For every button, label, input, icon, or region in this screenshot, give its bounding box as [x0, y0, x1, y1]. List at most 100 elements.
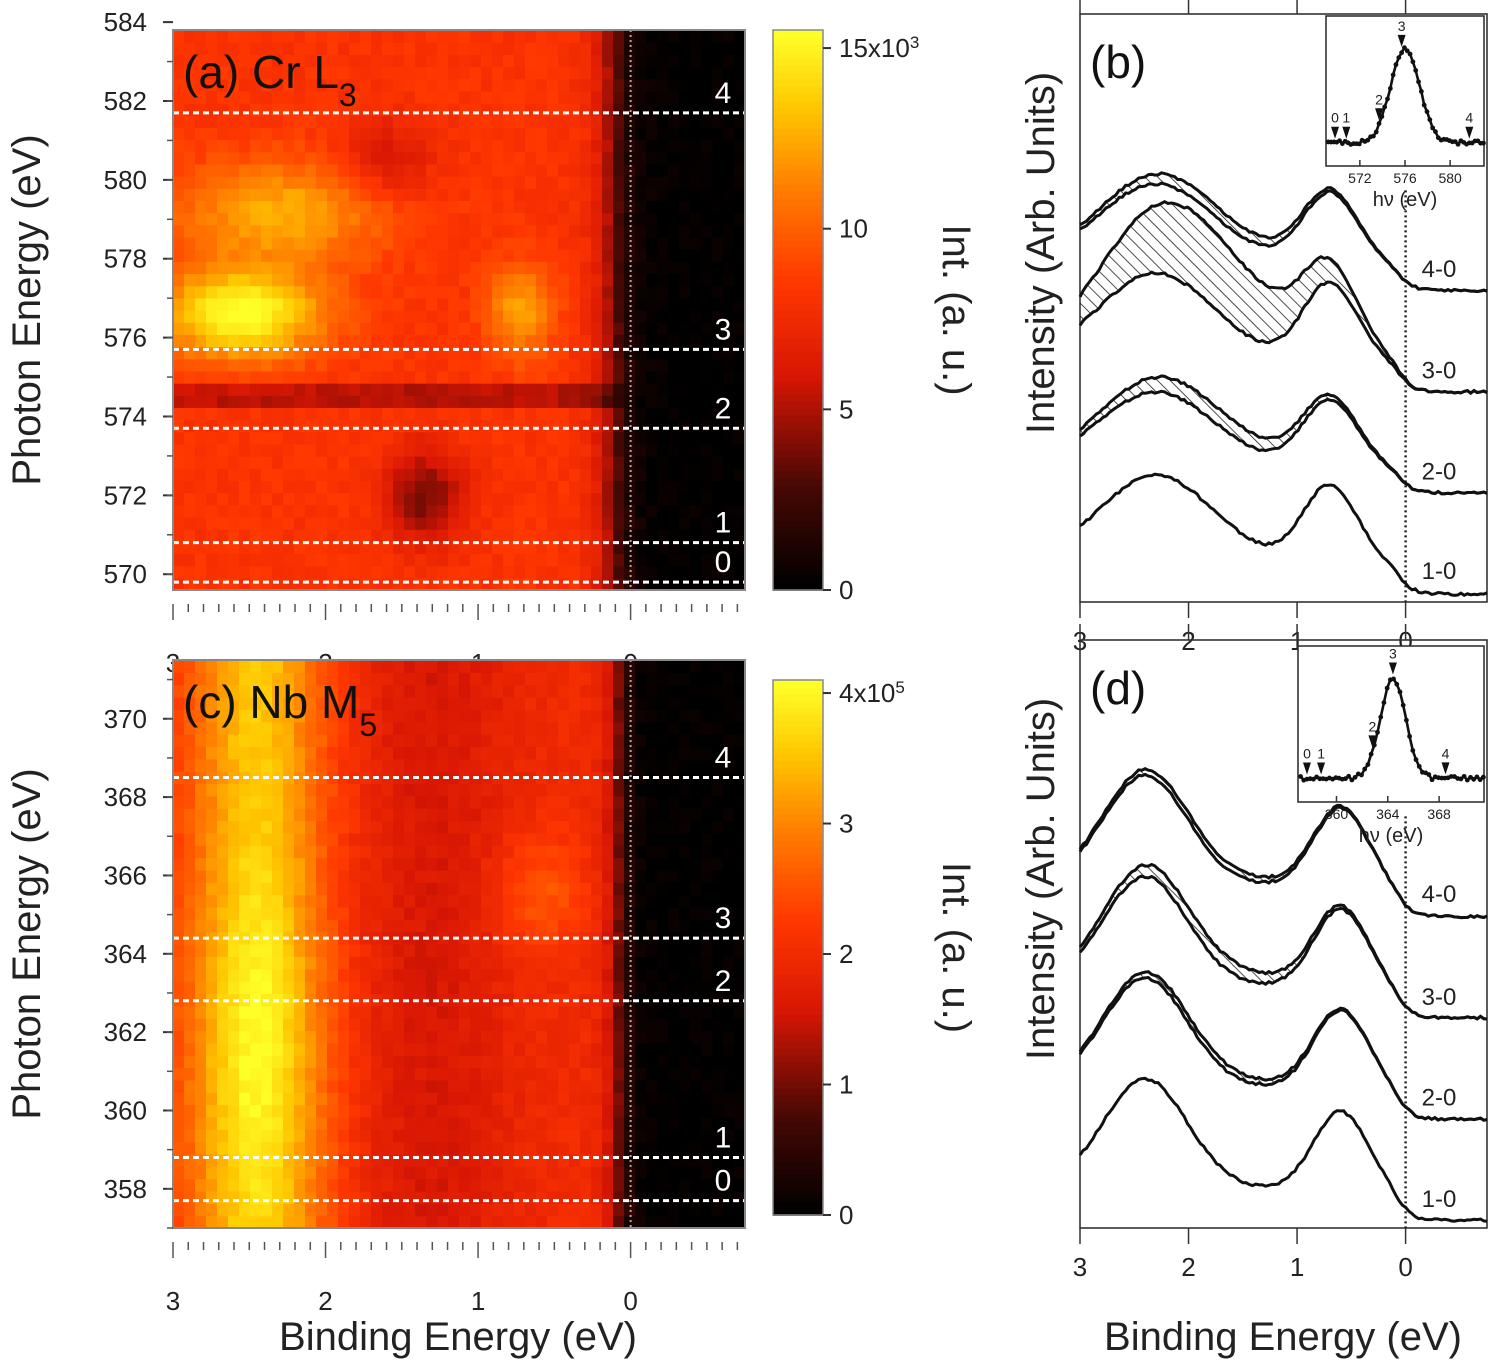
heatmap-cell — [470, 968, 482, 982]
y-tick-label: 358 — [104, 1174, 147, 1204]
heatmap-cell — [492, 334, 504, 348]
heatmap-cell — [734, 1079, 745, 1093]
cut-label-4: 4 — [715, 77, 732, 110]
heatmap-cell — [536, 734, 548, 748]
heatmap-cell — [437, 944, 449, 957]
heatmap-cell — [459, 42, 471, 55]
heatmap-cell — [272, 492, 284, 506]
heatmap-cell — [712, 516, 724, 530]
heatmap-cell — [404, 1129, 416, 1143]
heatmap-cell — [448, 968, 460, 982]
heatmap-cell — [206, 869, 218, 883]
heatmap-cell — [547, 808, 559, 822]
heatmap-cell — [690, 832, 702, 846]
heatmap-cell — [294, 944, 306, 957]
heatmap-cell — [316, 882, 328, 896]
heatmap-cell — [283, 1203, 295, 1217]
heatmap-cell — [635, 944, 647, 957]
heatmap-cell — [195, 236, 207, 250]
heatmap-cell — [228, 981, 240, 994]
heatmap-cell — [448, 845, 460, 859]
heatmap-cell — [316, 746, 328, 760]
heatmap-cell — [261, 66, 273, 80]
heatmap-cell — [558, 894, 570, 908]
heatmap-cell — [448, 1042, 460, 1056]
heatmap-cell — [338, 919, 350, 933]
heatmap-cell — [547, 783, 559, 797]
heatmap-cell — [668, 200, 680, 214]
heatmap-cell — [701, 273, 713, 287]
heatmap-cell — [657, 516, 669, 530]
heatmap-cell — [503, 90, 515, 104]
heatmap-cell — [426, 820, 438, 834]
heatmap-cell — [668, 78, 680, 92]
heatmap-cell — [371, 456, 383, 469]
heatmap-cell — [360, 78, 372, 92]
heatmap-cell — [536, 783, 548, 797]
heatmap-cell — [602, 894, 614, 908]
heatmap-cell — [371, 273, 383, 287]
heatmap-cell — [272, 383, 284, 396]
heatmap-cell — [448, 734, 460, 748]
heatmap-cell — [371, 894, 383, 908]
heatmap-cell — [701, 709, 713, 723]
heatmap-cell — [712, 1055, 724, 1069]
heatmap-cell — [349, 188, 361, 202]
heatmap-cell — [448, 30, 460, 43]
heatmap-cell — [492, 541, 504, 555]
heatmap-cell — [514, 968, 526, 982]
heatmap-cell — [635, 504, 647, 518]
heatmap-cell — [316, 212, 328, 226]
heatmap-cell — [503, 200, 515, 214]
heatmap-cell — [712, 672, 724, 686]
heatmap-cell — [690, 480, 702, 494]
heatmap-cell — [371, 1067, 383, 1081]
heatmap-cell — [393, 1092, 405, 1106]
heatmap-cell — [371, 480, 383, 494]
heatmap-cell — [283, 54, 295, 68]
heatmap-cell — [382, 103, 394, 116]
heatmap-cell — [459, 66, 471, 80]
heatmap-cell — [580, 42, 592, 55]
heatmap-cell — [536, 103, 548, 116]
heatmap-cell — [239, 709, 251, 723]
heatmap-cell — [470, 956, 482, 970]
heatmap-cell — [712, 882, 724, 896]
heatmap-cell — [536, 480, 548, 494]
heatmap-cell — [261, 443, 273, 457]
heatmap-cell — [613, 845, 625, 859]
cut-label-3: 3 — [715, 902, 732, 935]
heatmap-cell — [602, 236, 614, 250]
heatmap-cell — [679, 577, 691, 590]
heatmap-cell — [514, 758, 526, 772]
heatmap-cell — [514, 783, 526, 797]
heatmap-cell — [327, 1190, 339, 1204]
heatmap-cell — [668, 845, 680, 859]
heatmap-cell — [228, 944, 240, 957]
heatmap-cell — [470, 577, 482, 590]
heatmap-cell — [525, 795, 537, 809]
heatmap-cell — [228, 310, 240, 323]
heatmap-cell — [404, 322, 416, 335]
heatmap-cell — [217, 832, 229, 846]
heatmap-cell — [602, 1018, 614, 1032]
heatmap-cell — [349, 334, 361, 348]
panel-title: (a) Cr L3 — [183, 46, 357, 113]
heatmap-cell — [723, 758, 735, 772]
colorbar-segment — [773, 373, 823, 381]
heatmap-cell — [547, 212, 559, 226]
heatmap-cell — [481, 115, 493, 128]
heatmap-cell — [228, 1129, 240, 1143]
heatmap-cell — [470, 1104, 482, 1118]
heatmap-cell — [580, 541, 592, 555]
heatmap-cell — [316, 127, 328, 141]
heatmap-cell — [690, 200, 702, 214]
heatmap-cell — [525, 660, 537, 673]
heatmap-cell — [712, 358, 724, 372]
heatmap-cell — [217, 90, 229, 104]
heatmap-cell — [646, 30, 658, 43]
heatmap-cell — [547, 1092, 559, 1106]
heatmap-cell — [228, 1166, 240, 1180]
heatmap-cell — [547, 334, 559, 348]
heatmap-cell — [525, 1067, 537, 1081]
